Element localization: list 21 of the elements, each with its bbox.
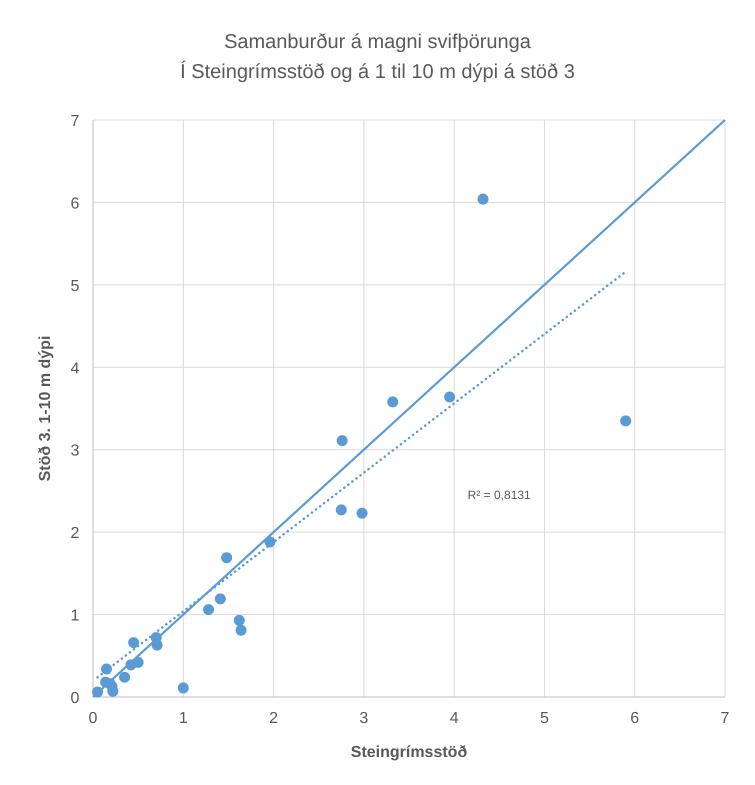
x-tick-label: 2 [269, 710, 278, 727]
chart-subtitle: Í Steingrímsstöð og á 1 til 10 m dýpi á stöð 3 [180, 60, 575, 83]
x-tick-label: 3 [359, 710, 368, 727]
x-tick-label: 6 [630, 710, 640, 727]
y-tick-label: 3 [70, 442, 80, 460]
annotation: R² = 0,8131 [468, 488, 532, 502]
y-tick-label: 6 [70, 195, 80, 212]
x-tick-label: 5 [540, 710, 549, 727]
y-tick-label: 1 [70, 608, 80, 625]
y-axis-title: Stöð 3. 1-10 m dýpi [37, 336, 54, 482]
y-tick-label: 0 [70, 690, 80, 707]
x-axis-title: Steingrímsstöð [350, 744, 468, 761]
y-tick-label: 7 [70, 113, 80, 130]
y-tick-label: 5 [70, 278, 80, 295]
x-tick-label: 1 [178, 710, 188, 727]
y-tick-label: 2 [70, 525, 80, 542]
y-tick-label: 4 [70, 360, 80, 378]
x-tick-label: 4 [450, 710, 459, 727]
chart-title: Samanburður á magni svifþörunga [224, 31, 532, 53]
x-tick-label: 0 [88, 710, 98, 727]
x-tick-label: 7 [720, 710, 730, 727]
